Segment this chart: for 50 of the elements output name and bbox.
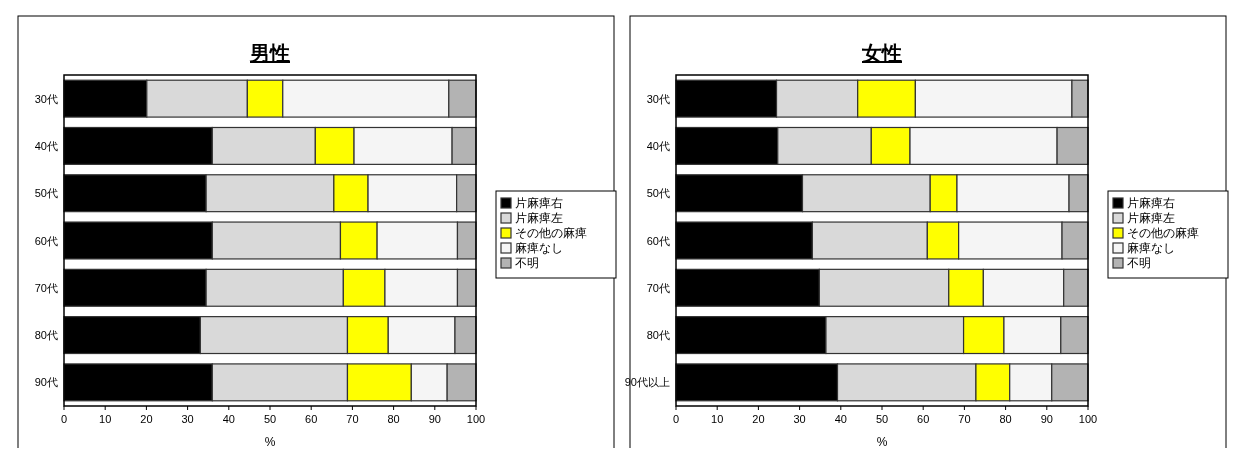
y-tick-label: 80代 xyxy=(646,329,670,342)
y-tick-label: 80代 xyxy=(34,329,58,342)
x-tick-label: 70 xyxy=(958,413,971,425)
y-tick-label: 70代 xyxy=(34,281,58,294)
x-axis-title: % xyxy=(264,435,276,449)
legend-label: 不明 xyxy=(515,256,539,270)
chart-title: 男性 xyxy=(249,42,290,64)
y-tick-label: 40代 xyxy=(646,139,670,152)
legend-label: 片麻痺左 xyxy=(1127,211,1175,225)
chart-title: 女性 xyxy=(861,42,902,64)
y-tick-label: 30代 xyxy=(646,92,670,105)
x-tick-label: 60 xyxy=(305,413,318,425)
y-tick-label: 60代 xyxy=(34,234,58,247)
legend-label: 片麻痺右 xyxy=(515,196,563,210)
legend-label: 麻痺なし xyxy=(1127,241,1175,255)
x-tick-label: 0 xyxy=(672,413,680,425)
x-tick-label: 20 xyxy=(752,413,765,425)
x-axis-title: % xyxy=(876,435,888,449)
x-tick-label: 40 xyxy=(222,413,235,425)
x-tick-label: 60 xyxy=(917,413,930,425)
x-tick-label: 90 xyxy=(428,413,441,425)
x-tick-label: 80 xyxy=(999,413,1012,425)
x-tick-label: 10 xyxy=(711,413,724,425)
y-tick-label: 60代 xyxy=(646,234,670,247)
y-tick-label: 30代 xyxy=(34,92,58,105)
x-tick-label: 30 xyxy=(793,413,806,425)
y-tick-label: 90代 xyxy=(34,376,58,389)
x-tick-label: 10 xyxy=(99,413,112,425)
y-tick-label: 40代 xyxy=(34,139,58,152)
legend-label: 片麻痺右 xyxy=(1127,196,1175,210)
x-tick-label: 40 xyxy=(834,413,847,425)
x-tick-label: 90 xyxy=(1040,413,1053,425)
x-tick-label: 100 xyxy=(466,413,486,425)
legend-label: その他の麻痺 xyxy=(515,226,587,240)
y-tick-label: 50代 xyxy=(34,187,58,200)
legend-label: その他の麻痺 xyxy=(1127,226,1199,240)
legend-label: 麻痺なし xyxy=(515,241,563,255)
x-tick-label: 50 xyxy=(875,413,889,425)
x-tick-label: 20 xyxy=(140,413,153,425)
x-tick-label: 0 xyxy=(60,413,68,425)
y-tick-label: 90代以上 xyxy=(624,376,670,389)
x-tick-label: 50 xyxy=(263,413,277,425)
x-tick-label: 100 xyxy=(1078,413,1098,425)
x-tick-label: 30 xyxy=(181,413,194,425)
x-tick-label: 70 xyxy=(346,413,359,425)
y-tick-label: 50代 xyxy=(646,187,670,200)
y-tick-label: 70代 xyxy=(646,281,670,294)
legend-label: 片麻痺左 xyxy=(515,211,563,225)
legend-label: 不明 xyxy=(1127,256,1151,270)
x-tick-label: 80 xyxy=(387,413,400,425)
